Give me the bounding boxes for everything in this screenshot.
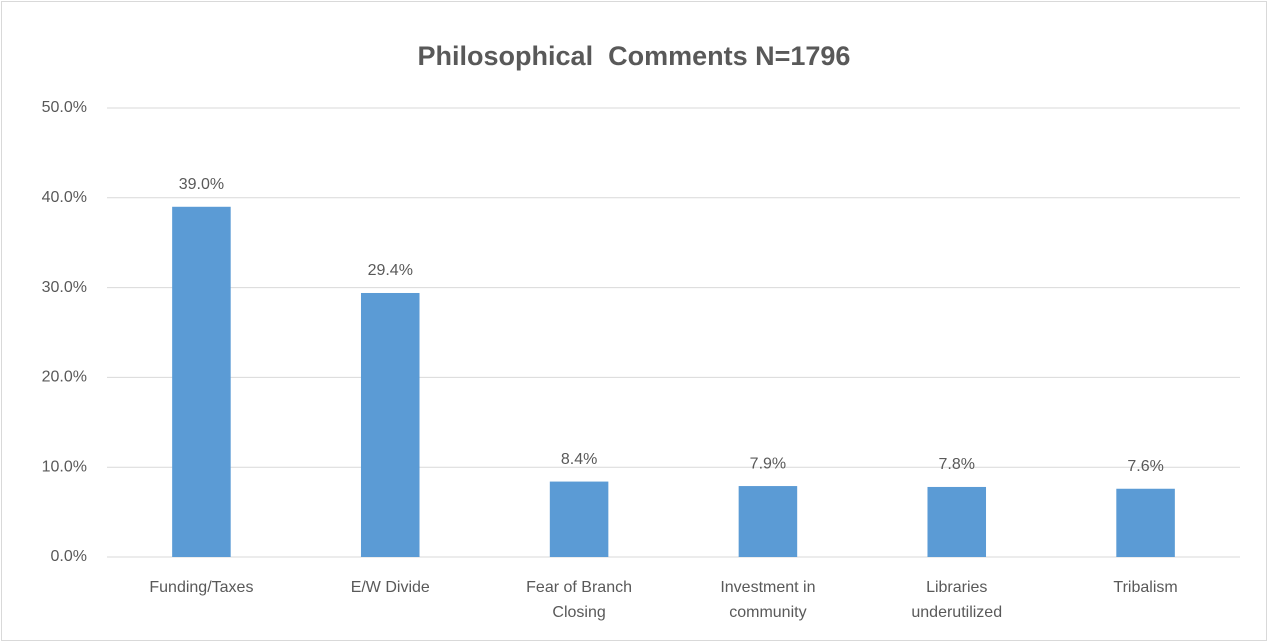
y-tick-label: 40.0% — [42, 189, 87, 206]
data-label: 8.4% — [561, 451, 597, 468]
x-tick-label: Investment in community — [720, 579, 816, 621]
data-label: 7.9% — [750, 455, 786, 472]
data-label: 7.8% — [939, 456, 975, 473]
y-tick-label: 50.0% — [42, 99, 87, 116]
x-tick-label: Libraries underutilized — [911, 579, 1003, 621]
x-tick-label: Fear of Branch Closing — [526, 579, 632, 621]
data-label: 39.0% — [179, 176, 224, 193]
data-label: 29.4% — [368, 262, 413, 279]
chart-title: Philosophical Comments N=1796 — [418, 41, 851, 71]
y-tick-label: 0.0% — [51, 548, 87, 565]
bar — [927, 486, 987, 557]
x-tick-label: Funding/Taxes — [149, 579, 254, 596]
bar — [738, 486, 798, 557]
x-tick-label: E/W Divide — [350, 579, 430, 596]
x-tick-label: Tribalism — [1113, 579, 1178, 596]
bar — [360, 292, 420, 557]
bar — [172, 206, 231, 557]
bar — [1116, 488, 1175, 557]
bar — [549, 481, 609, 557]
y-tick-label: 20.0% — [42, 369, 87, 386]
y-tick-label: 30.0% — [42, 279, 87, 296]
data-label: 7.6% — [1127, 458, 1163, 475]
y-tick-label: 10.0% — [42, 458, 87, 475]
